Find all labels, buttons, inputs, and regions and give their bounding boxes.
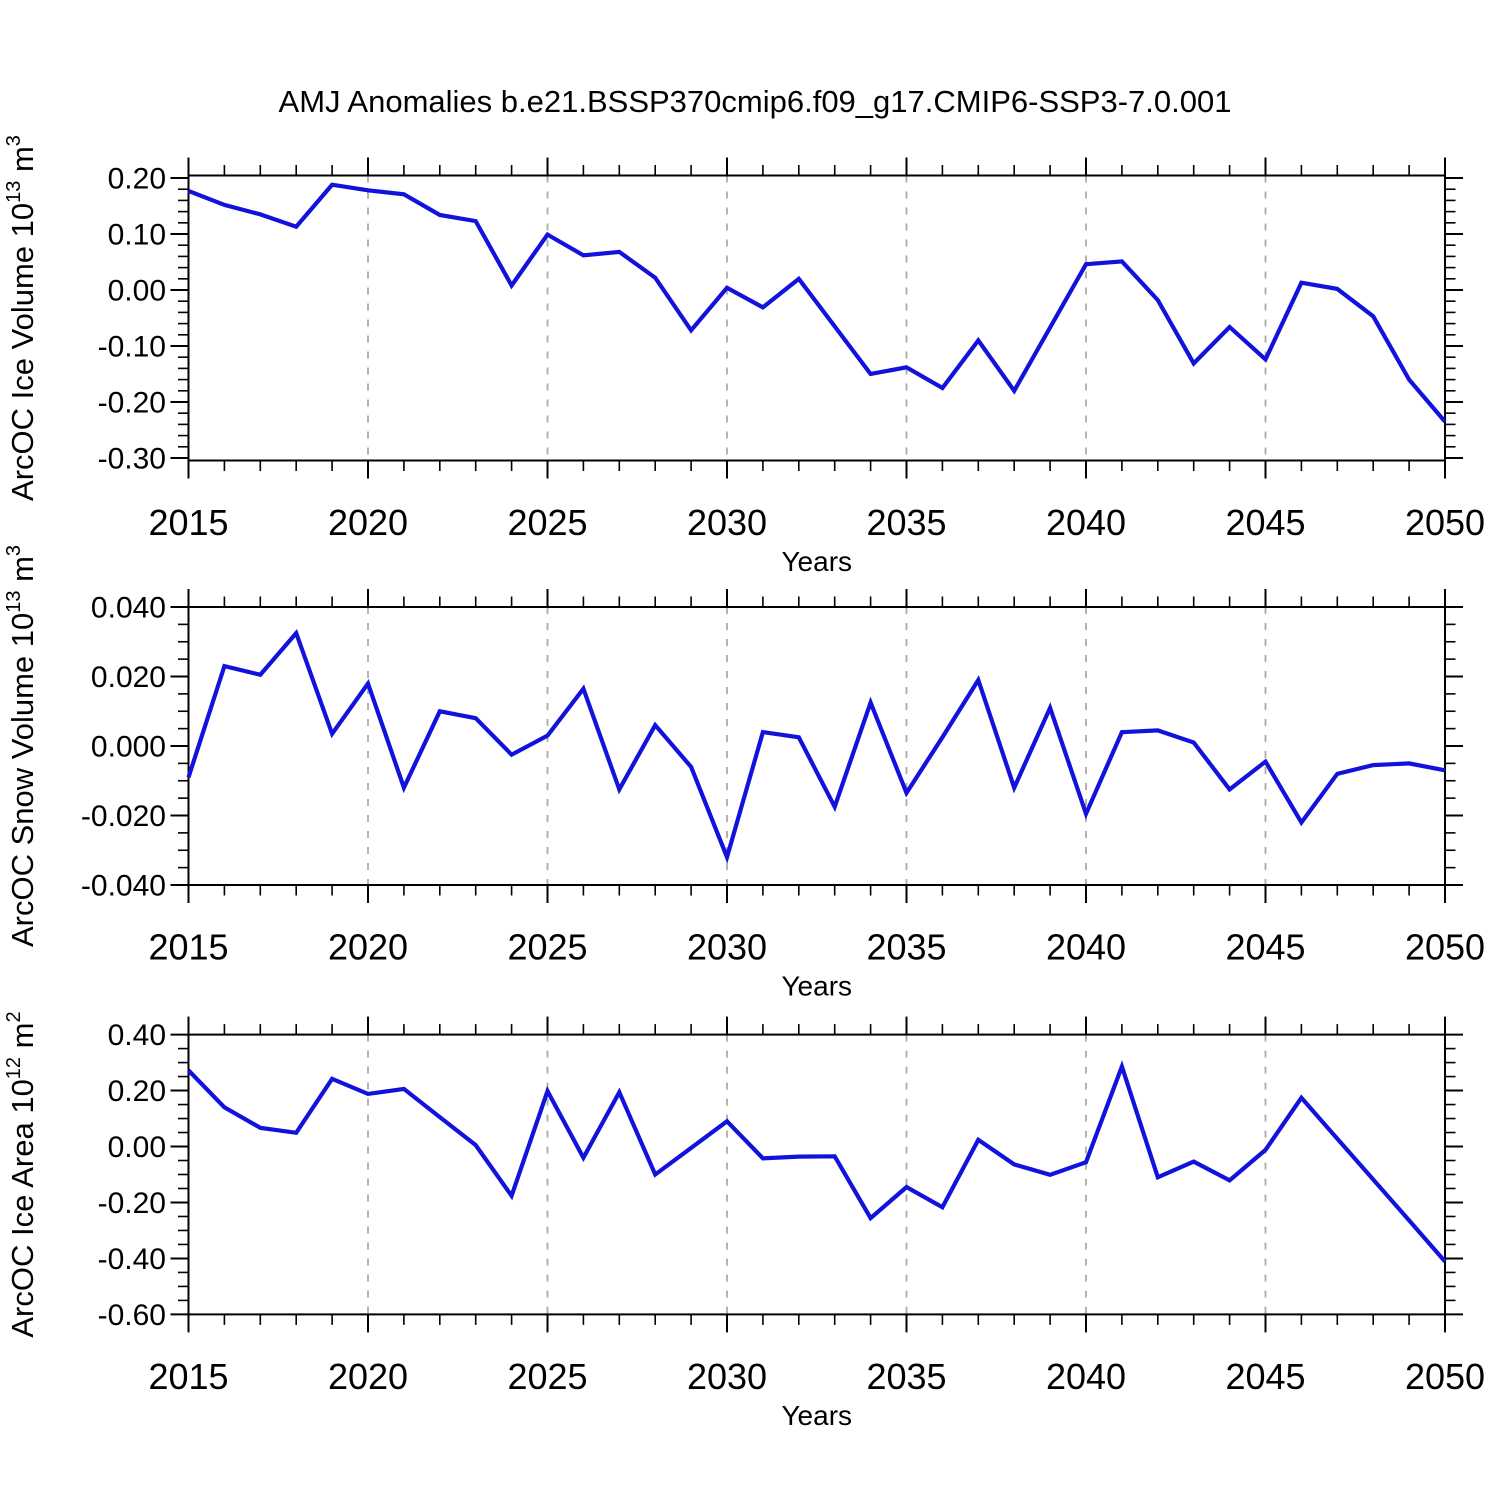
y-tick-label: 0.020 bbox=[91, 661, 166, 694]
panel-ice-area: 0.40 0.20 0.00 -0.20 -0.40 -0.60 2015 2020 2025 2… bbox=[3, 1011, 1485, 1431]
y-axis-title-superscript: 13 bbox=[3, 591, 25, 613]
y-axis-title-text: m bbox=[5, 1022, 40, 1056]
y-axis-ticks bbox=[170, 177, 1463, 459]
x-axis-ticks bbox=[187, 1016, 1446, 1333]
chart-render-root: 0.20 0.10 0.00 -0.10 -0.20 -0.30 2015 2020 2025 2… bbox=[3, 135, 1485, 1431]
y-axis-title-superscript: 3 bbox=[3, 135, 25, 146]
ice-area-line bbox=[186, 1060, 1447, 1263]
x-tick-label: 2045 bbox=[1225, 502, 1305, 543]
x-tick-label: 2040 bbox=[1046, 1356, 1126, 1397]
y-tick-label: 0.20 bbox=[108, 1075, 166, 1108]
x-tick-label: 2020 bbox=[328, 927, 408, 968]
x-tick-label: 2045 bbox=[1225, 1356, 1305, 1397]
x-tick-label: 2015 bbox=[148, 1356, 228, 1397]
x-tick-label: 2040 bbox=[1046, 502, 1126, 543]
y-tick-label: -0.20 bbox=[98, 1187, 166, 1220]
y-tick-label: 0.00 bbox=[108, 275, 166, 308]
x-tick-label: 2025 bbox=[507, 1356, 587, 1397]
plot-frame bbox=[187, 606, 1446, 886]
x-tick-label: 2030 bbox=[687, 1356, 767, 1397]
y-axis-title-superscript: 2 bbox=[3, 1011, 25, 1022]
y-axis-title-text: ArcOC Ice Volume 10 bbox=[5, 203, 40, 501]
y-tick-label: -0.020 bbox=[81, 800, 166, 833]
gridlines bbox=[367, 175, 1267, 461]
plot-frame bbox=[187, 174, 1446, 462]
y-tick-label: -0.20 bbox=[98, 386, 166, 419]
x-tick-label: 2035 bbox=[866, 1356, 946, 1397]
x-tick-label: 2020 bbox=[328, 1356, 408, 1397]
y-axis-title: ArcOC Snow Volume 1013 m3 bbox=[3, 545, 40, 947]
y-tick-label: -0.30 bbox=[98, 442, 166, 475]
y-tick-label: -0.40 bbox=[98, 1243, 166, 1276]
y-tick-label: -0.10 bbox=[98, 330, 166, 363]
x-axis-title: Years bbox=[781, 1400, 852, 1431]
y-tick-label: 0.10 bbox=[108, 219, 166, 252]
x-tick-label: 2050 bbox=[1405, 1356, 1485, 1397]
y-tick-label: -0.60 bbox=[98, 1299, 166, 1332]
y-tick-label: 0.20 bbox=[108, 163, 166, 196]
y-tick-label: 0.40 bbox=[108, 1019, 166, 1052]
y-tick-label: 0.040 bbox=[91, 592, 166, 625]
snow-volume-line bbox=[186, 628, 1446, 864]
x-tick-label: 2050 bbox=[1405, 502, 1485, 543]
figure-title: AMJ Anomalies b.e21.BSSP370cmip6.f09_g17… bbox=[279, 84, 1232, 119]
y-tick-label: 0.00 bbox=[108, 1131, 166, 1164]
y-axis-title-text: ArcOC Snow Volume 10 bbox=[5, 613, 40, 947]
x-tick-label: 2035 bbox=[866, 502, 946, 543]
gridlines bbox=[367, 1034, 1267, 1315]
y-axis-title: ArcOC Ice Volume 1013 m3 bbox=[3, 135, 40, 501]
y-tick-label: -0.040 bbox=[81, 870, 166, 903]
panel-snow-volume: 0.040 0.020 0.000 -0.020 -0.040 2015 2020 2025 2… bbox=[3, 545, 1485, 1002]
y-axis-ticks bbox=[170, 1033, 1463, 1316]
x-axis-title: Years bbox=[781, 971, 852, 1002]
y-axis-title-superscript: 3 bbox=[3, 545, 25, 556]
plot-frame bbox=[187, 1033, 1446, 1316]
y-axis-title-text: m bbox=[5, 146, 40, 180]
x-tick-label: 2025 bbox=[507, 927, 587, 968]
x-tick-label: 2015 bbox=[148, 502, 228, 543]
x-axis-title: Years bbox=[781, 546, 852, 577]
x-tick-label: 2025 bbox=[507, 502, 587, 543]
x-axis-ticks bbox=[187, 589, 1446, 903]
y-tick-label: 0.000 bbox=[91, 731, 166, 764]
x-tick-label: 2015 bbox=[148, 927, 228, 968]
y-axis-ticks bbox=[170, 606, 1463, 886]
y-axis-title-superscript: 13 bbox=[3, 181, 25, 203]
y-axis-title: ArcOC Ice Area 1012 m2 bbox=[3, 1011, 40, 1337]
x-tick-label: 2030 bbox=[687, 927, 767, 968]
panel-ice-volume: 0.20 0.10 0.00 -0.10 -0.20 -0.30 2015 2020 2025 2… bbox=[3, 135, 1485, 577]
y-axis-title-text: ArcOC Ice Area 10 bbox=[5, 1079, 40, 1337]
y-axis-title-superscript: 12 bbox=[3, 1057, 25, 1079]
y-axis-title-text: m bbox=[5, 556, 40, 590]
x-tick-label: 2030 bbox=[687, 502, 767, 543]
x-tick-label: 2050 bbox=[1405, 927, 1485, 968]
x-tick-label: 2020 bbox=[328, 502, 408, 543]
x-tick-label: 2040 bbox=[1046, 927, 1126, 968]
x-tick-label: 2045 bbox=[1225, 927, 1305, 968]
x-tick-label: 2035 bbox=[866, 927, 946, 968]
ice-volume-line bbox=[187, 182, 1447, 423]
x-axis-ticks bbox=[187, 157, 1446, 479]
